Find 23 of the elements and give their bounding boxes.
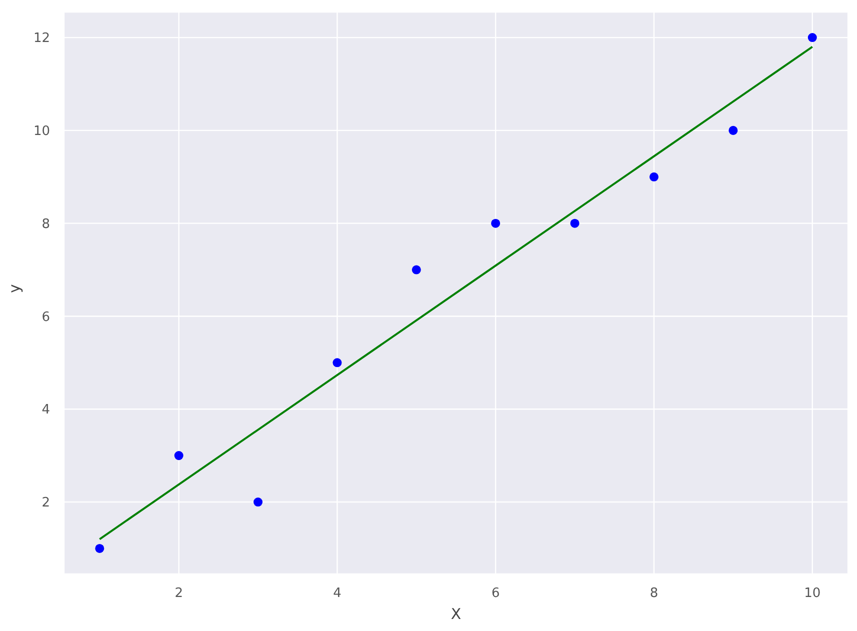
- point: [95, 544, 104, 553]
- x-tick-label: 6: [491, 586, 500, 602]
- point: [412, 265, 421, 274]
- x-tick-label: 8: [650, 586, 658, 602]
- point: [254, 498, 263, 507]
- y-axis-title: y: [5, 284, 24, 293]
- point: [491, 218, 500, 228]
- y-tick-label: 2: [42, 496, 50, 511]
- point: [332, 358, 342, 368]
- y-tick-label: 4: [42, 402, 50, 418]
- y-tick-label: 10: [33, 124, 50, 140]
- y-tick-label: 8: [42, 216, 50, 232]
- x-tick-label: 10: [804, 586, 821, 602]
- x-axis-title: X: [450, 605, 462, 623]
- point: [649, 172, 658, 182]
- point: [808, 33, 817, 42]
- point: [174, 451, 184, 460]
- y-tick-label: 6: [42, 310, 50, 325]
- point: [728, 126, 738, 135]
- y-tick-label: 12: [33, 31, 50, 46]
- x-tick-label: 4: [333, 586, 342, 602]
- x-tick-label: 2: [174, 586, 183, 602]
- point: [570, 218, 580, 228]
